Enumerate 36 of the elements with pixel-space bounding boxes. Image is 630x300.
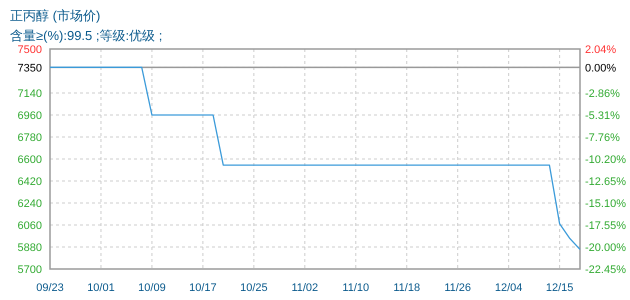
y2-tick-label: 2.04% bbox=[585, 44, 616, 56]
x-tick-label: 12/15 bbox=[546, 282, 574, 294]
x-tick-label: 10/17 bbox=[189, 282, 217, 294]
y-tick-label: 7350 bbox=[18, 62, 42, 74]
x-tick-label: 10/09 bbox=[138, 282, 166, 294]
y2-tick-label: -20.00% bbox=[585, 242, 626, 254]
x-tick-label: 09/23 bbox=[36, 282, 64, 294]
y-tick-label: 6060 bbox=[18, 220, 42, 232]
y-tick-label: 6780 bbox=[18, 132, 42, 144]
x-tick-label: 11/26 bbox=[444, 282, 472, 294]
chart-subtitle: 含量≥(%):99.5 ;等级:优级 ; bbox=[10, 28, 162, 43]
y2-tick-label: -5.31% bbox=[585, 110, 620, 122]
x-tick-label: 10/01 bbox=[87, 282, 115, 294]
y-tick-label: 5880 bbox=[18, 242, 42, 254]
y2-tick-label: -15.10% bbox=[585, 198, 626, 210]
line-series bbox=[49, 66, 581, 250]
x-tick-label: 11/02 bbox=[291, 282, 318, 294]
chart-title: 正丙醇 (市场价) bbox=[10, 8, 100, 23]
x-tick-label: 12/04 bbox=[494, 282, 522, 294]
x-tick-label: 11/10 bbox=[342, 282, 370, 294]
y2-tick-label: 0.00% bbox=[585, 62, 616, 74]
y2-tick-label: -17.55% bbox=[585, 220, 626, 232]
y-tick-label: 6960 bbox=[18, 110, 42, 122]
y2-tick-label: -12.65% bbox=[585, 176, 626, 188]
y-tick-label: 7140 bbox=[18, 88, 42, 100]
y-tick-label: 6600 bbox=[18, 154, 42, 166]
y2-tick-label: -10.20% bbox=[585, 154, 626, 166]
y2-tick-label: -2.86% bbox=[585, 88, 620, 100]
y-tick-label: 5700 bbox=[18, 264, 42, 276]
y-tick-label: 6420 bbox=[18, 176, 42, 188]
x-tick-label: 10/25 bbox=[240, 282, 268, 294]
y-tick-label: 7500 bbox=[18, 44, 42, 56]
y-tick-label: 6240 bbox=[18, 198, 42, 210]
x-tick-label: 11/18 bbox=[393, 282, 420, 294]
y2-tick-label: -22.45% bbox=[585, 264, 626, 276]
y2-tick-label: -7.76% bbox=[585, 132, 620, 144]
